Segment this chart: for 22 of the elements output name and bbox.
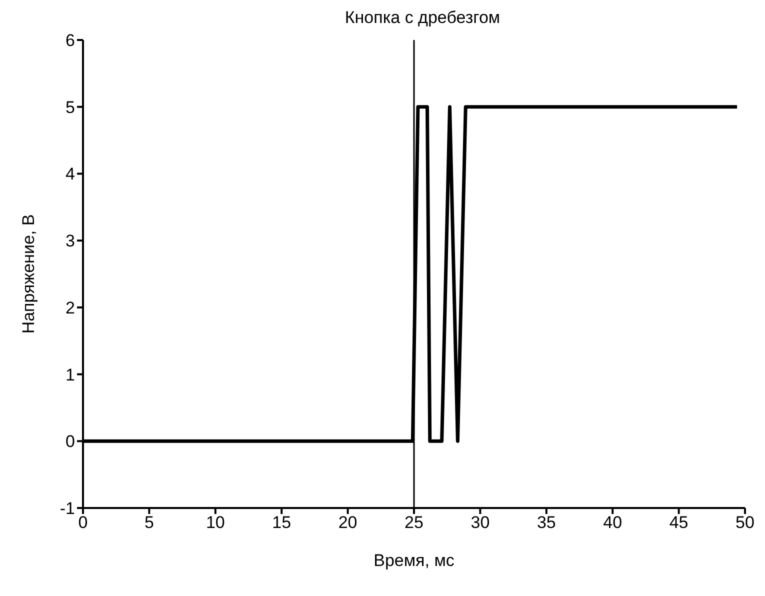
x-tick-label: 50: [736, 513, 754, 532]
x-tick-label: 25: [404, 513, 424, 532]
x-tick-label: 40: [603, 513, 622, 532]
y-tick-label: 3: [66, 232, 75, 251]
x-tick-label: 35: [536, 513, 556, 532]
x-tick-label: 20: [338, 513, 358, 532]
x-tick-label: 15: [272, 513, 292, 532]
x-tick-label: 30: [470, 513, 490, 532]
y-tick-label: 4: [66, 164, 75, 184]
y-tick-label: 1: [66, 365, 75, 384]
x-axis-title: Время, мс: [374, 551, 455, 570]
y-tick-label: 2: [66, 298, 75, 318]
x-tick-label: 5: [144, 513, 154, 532]
y-tick-label: 6: [66, 31, 75, 50]
y-tick-label: 0: [66, 432, 75, 452]
y-axis-title: Напряжение, В: [19, 214, 38, 334]
x-tick-label: 45: [669, 513, 688, 532]
y-tick-label: -1: [60, 499, 75, 518]
x-tick-label: 10: [206, 513, 225, 532]
chart-title: Кнопка с дребезгом: [344, 8, 502, 29]
y-tick-label: 5: [66, 98, 75, 117]
x-tick-label: 0: [78, 513, 88, 532]
